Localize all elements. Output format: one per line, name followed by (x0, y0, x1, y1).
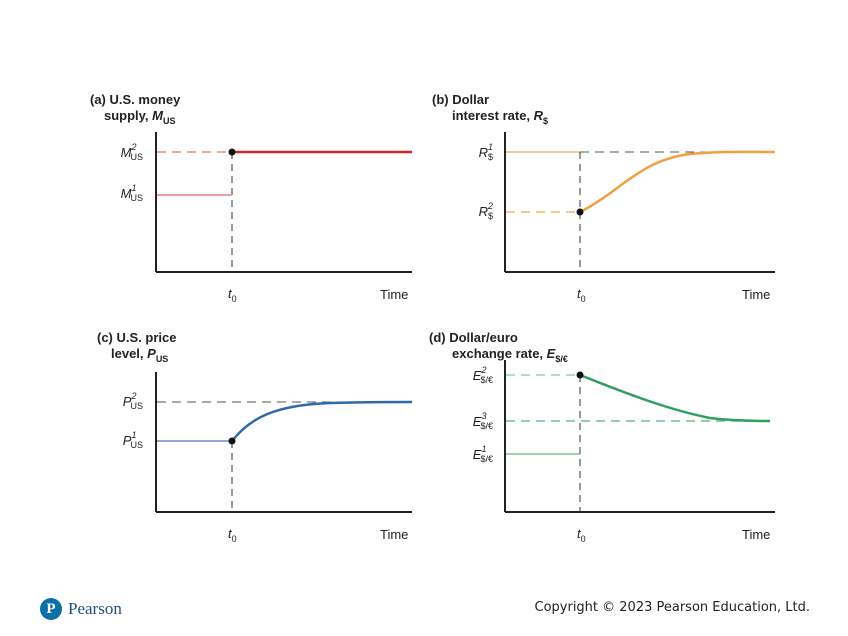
panel-d-label-mid: E3 $/€ (473, 411, 493, 431)
panel-c: (c) U.S. price level, PUS P2 US P1 US t0 T… (97, 330, 413, 544)
panel-b-adjustment-curve (579, 150, 776, 214)
pearson-logo-icon: P (40, 598, 62, 620)
panel-a-title-line2: supply, MUS (104, 108, 176, 126)
panel-d: (d) Dollar/euro exchange rate, E$/€ E2 $/… (429, 330, 775, 544)
panel-a-t0-label: t0 (228, 286, 237, 304)
panel-b-label-high: R1 $ (479, 142, 493, 162)
panel-b-label-low: R2 $ (479, 201, 493, 221)
copyright-notice: Copyright © 2023 Pearson Education, Ltd. (534, 600, 811, 615)
panel-a: (a) U.S. money supply, MUS M2 US M1 US t0 … (90, 92, 412, 304)
panel-c-time-label: Time (380, 527, 408, 542)
panel-b-title-line2: interest rate, R$ (452, 108, 548, 126)
panel-d-label-low: E1 $/€ (473, 444, 493, 464)
panel-a-label-high: M2 US (121, 142, 143, 162)
panel-b-jump-point (576, 208, 584, 216)
panel-d-time-label: Time (742, 527, 770, 542)
panel-c-title-line1: (c) U.S. price (97, 330, 176, 345)
panel-a-title-line1: (a) U.S. money (90, 92, 181, 107)
panel-d-title-line1: (d) Dollar/euro (429, 330, 518, 345)
panel-d-adjustment-curve (579, 373, 771, 423)
panel-c-adjustment-curve (231, 400, 413, 442)
panel-c-label-low: P1 US (123, 430, 143, 450)
panel-c-start-point (228, 437, 236, 445)
panel-d-jump-point (576, 371, 584, 379)
panel-b-title-line1: (b) Dollar (432, 92, 489, 107)
panel-a-time-label: Time (380, 287, 408, 302)
pearson-logo-text: Pearson (68, 599, 122, 618)
panel-c-title-line2: level, PUS (111, 346, 168, 364)
panel-a-label-low: M1 US (121, 183, 143, 203)
panel-c-label-high: P2 US (123, 391, 143, 411)
panel-b-time-label: Time (742, 287, 770, 302)
panel-d-t0-label: t0 (577, 526, 586, 544)
panel-b: (b) Dollar interest rate, R$ R1 $ R2 $ t0 … (432, 92, 776, 304)
panel-c-t0-label: t0 (228, 526, 237, 544)
panel-d-title-line2: exchange rate, E$/€ (452, 346, 568, 364)
panel-d-label-top: E2 $/€ (473, 365, 493, 385)
panel-b-t0-label: t0 (577, 286, 586, 304)
panel-a-jump-point (228, 148, 236, 156)
pearson-logo: P Pearson (40, 598, 122, 620)
